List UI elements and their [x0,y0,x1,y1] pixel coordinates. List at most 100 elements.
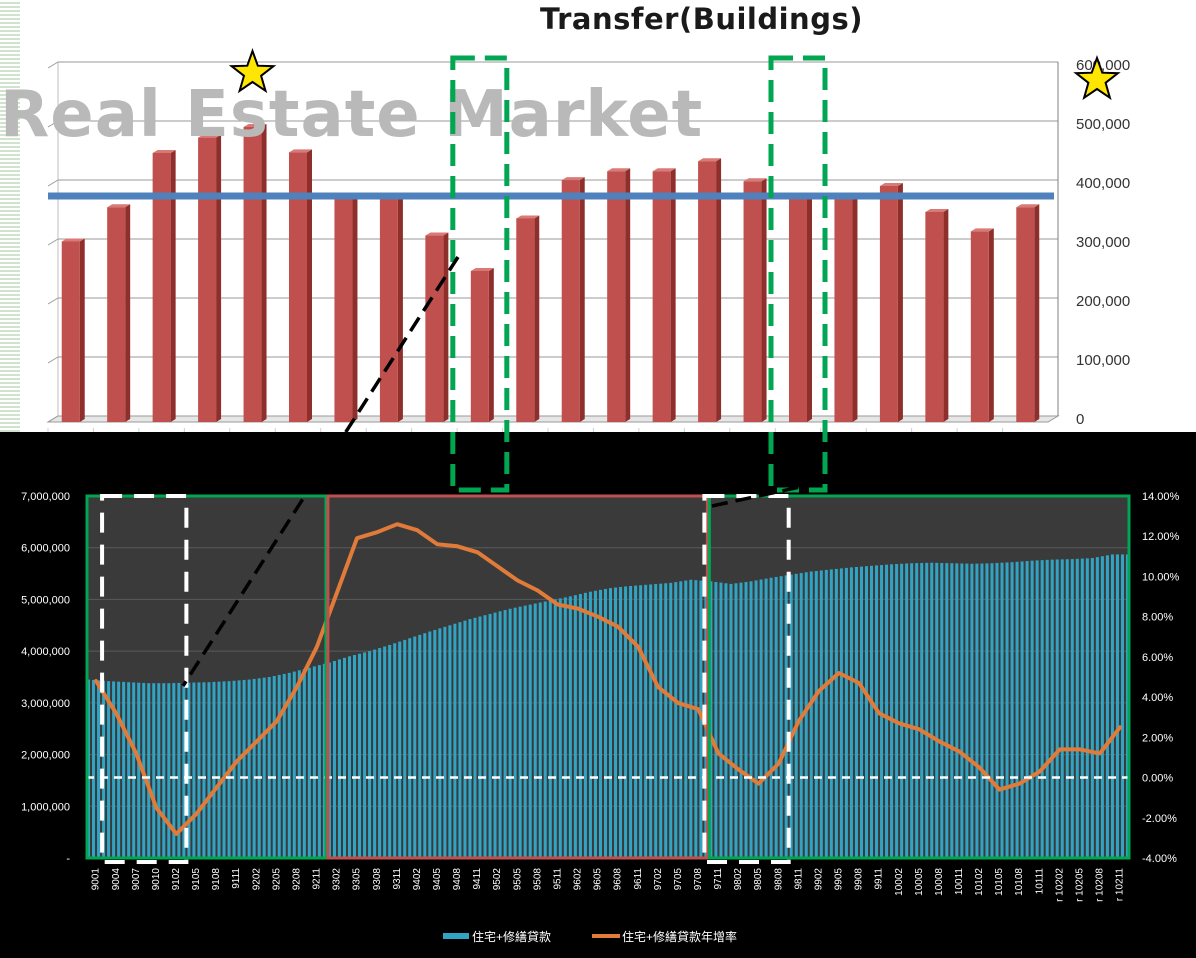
bar-side [488,267,494,422]
loan-bar [985,563,989,858]
x-tick-label: 9605 [593,868,604,891]
bar-face [152,152,171,422]
loan-bar [563,597,567,858]
connector-2001 [181,256,460,687]
loan-bar [829,569,833,858]
bar-top [289,149,312,153]
x-tick-label: 9511 [552,868,563,890]
right-tick-label: 14.00% [1142,491,1180,503]
loan-bar [1015,561,1019,858]
loan-bar [1030,560,1034,858]
loan-bar [488,613,492,858]
loan-bar [413,636,417,858]
x-tick-label: 10008 [934,868,945,896]
loan-bar [137,682,141,858]
bar-side [625,168,631,422]
bar-side [170,149,176,422]
loan-bar [864,566,868,858]
bar-top [152,149,176,153]
loan-bar [910,563,914,858]
x-tick-label: 9805 [753,868,764,891]
x-tick-label: 9802 [733,868,744,891]
loan-bar [1080,558,1084,858]
loan-bar [358,653,362,858]
loan-bar [1125,554,1129,858]
loan-bar [523,605,527,858]
loan-bar [423,633,427,858]
loan-bar [684,580,688,858]
bar-2006 [698,158,722,422]
loan-bar [669,582,673,858]
loan-bar [900,563,904,858]
loan-bar [679,581,683,858]
bar-top [61,238,85,242]
left-tick-label: 5,000,000 [21,594,70,606]
bar-1994 [152,149,176,422]
bar-top [607,168,631,172]
loan-bar [629,585,633,858]
phase-box [707,494,1131,860]
loan-bar [207,682,211,858]
loan-bar [614,587,618,858]
x-tick-label: 9010 [151,868,162,891]
loan-bar [694,580,698,858]
left-tick-label: - [66,853,70,865]
loan-bar [588,591,592,858]
loan-bar [538,602,542,858]
x-tick-label: 9105 [191,868,202,891]
bar-top [243,124,267,127]
loan-bar [127,682,131,858]
right-tick-label: 2.00% [1142,732,1173,744]
x-tick-label: 9611 [633,868,644,890]
loan-bar [307,667,311,858]
bar-side [397,194,403,422]
loan-bar [157,683,161,858]
bar-face [879,186,898,422]
bar-face [834,196,853,422]
decorative-border [0,0,20,432]
left-tick-label: 1,000,000 [21,801,70,813]
loan-bar [1070,559,1074,858]
bar-top [1016,204,1040,208]
loan-bar [950,563,954,858]
loan-bar [152,683,156,858]
loan-bar [729,583,733,858]
bar-top [198,134,222,138]
loan-bar [659,583,663,858]
loan-bar [262,677,266,858]
loan-bar [779,576,783,858]
loan-bar [383,646,387,858]
loan-bar [568,596,572,858]
x-tick-label: 10002 [894,868,905,896]
loan-bar [107,681,111,858]
loan-bar [764,578,768,858]
chart-title: Transfer(Buildings) [540,2,863,36]
loan-bar [880,565,884,858]
loan-bar [468,619,472,858]
loan-bar [930,562,934,858]
loan-bar [222,681,226,858]
loan-bar [348,656,352,858]
loan-bar [624,586,628,858]
x-tick-label: 9405 [432,868,443,891]
x-tick-label: 9205 [271,868,282,891]
loan-bar [428,631,432,858]
loan-bar [814,570,818,858]
gridline-depth [47,356,59,364]
loan-bar [1085,558,1089,858]
loan-bar [503,610,507,858]
bar-2004 [607,168,631,422]
bar-side [670,168,676,422]
loan-bar [438,628,442,858]
bar-side [943,208,949,422]
x-tick-label: r 10211 [1115,868,1126,902]
loan-bar [1025,561,1029,858]
loan-bar [804,572,808,858]
bar-face [698,161,717,422]
bar-face [107,207,126,422]
loan-bar [1115,554,1119,858]
bar-side [216,134,222,422]
loan-bar [674,582,678,858]
